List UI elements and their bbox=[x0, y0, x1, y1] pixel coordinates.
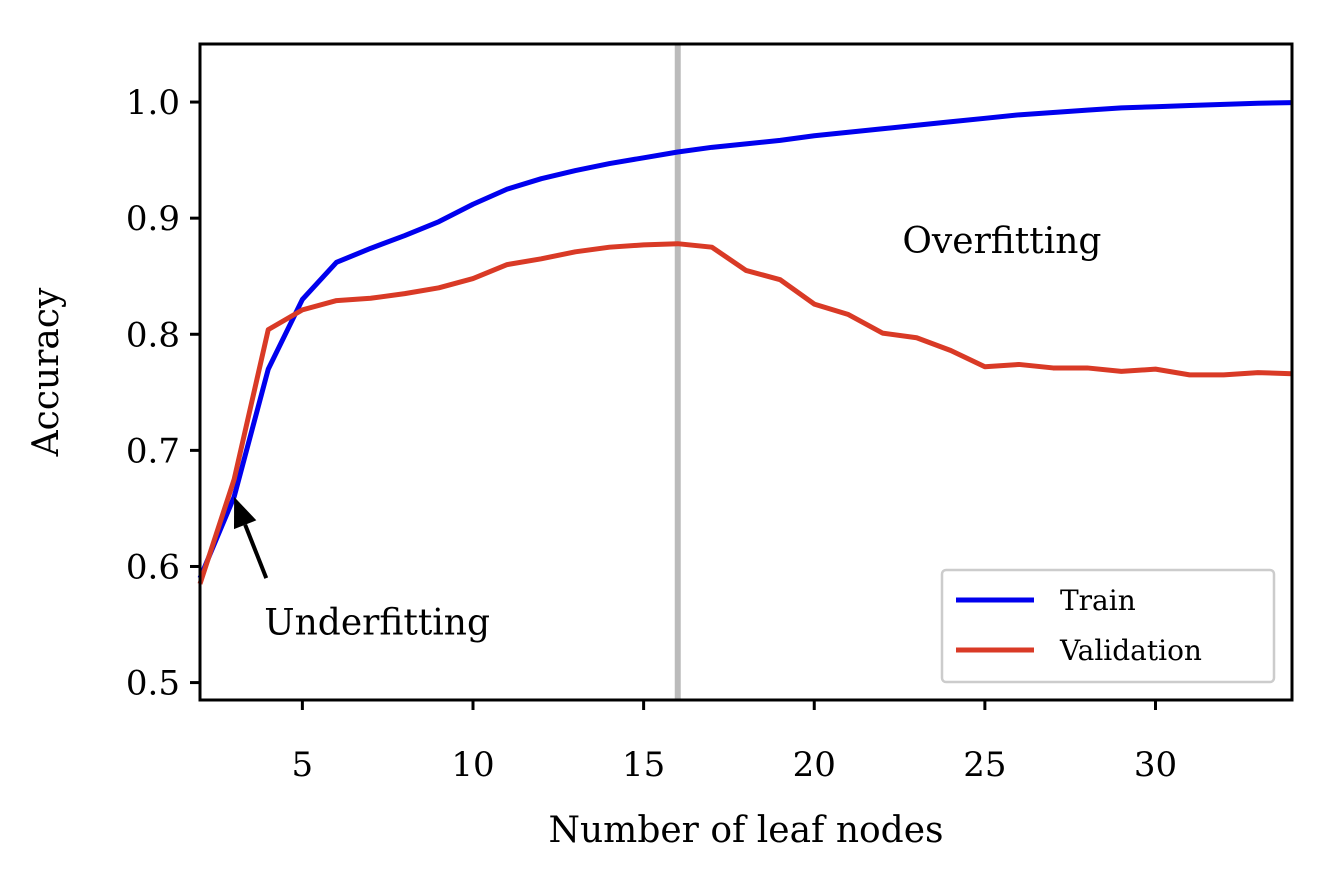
x-tick-label: 5 bbox=[292, 745, 314, 785]
x-axis-label: Number of leaf nodes bbox=[549, 810, 944, 851]
x-tick-label: 30 bbox=[1134, 745, 1177, 785]
y-tick-label: 0.6 bbox=[126, 547, 180, 587]
x-axis-ticks: 5 10 15 20 25 30 bbox=[292, 700, 1177, 785]
legend-label-validation: Validation bbox=[1059, 634, 1202, 667]
x-tick-label: 10 bbox=[451, 745, 494, 785]
x-tick-label: 15 bbox=[622, 745, 665, 785]
series-line-train bbox=[197, 100, 1293, 580]
legend: Train Validation bbox=[940, 568, 1276, 684]
y-tick-label: 0.5 bbox=[126, 664, 180, 704]
y-tick-label: 1.0 bbox=[126, 83, 180, 123]
y-axis-label: Accuracy bbox=[26, 287, 67, 457]
series-layer bbox=[197, 100, 1293, 585]
legend-label-train: Train bbox=[1060, 584, 1136, 617]
plot-frame bbox=[198, 42, 1294, 702]
y-tick-label: 0.7 bbox=[126, 431, 180, 471]
arrow-shaft bbox=[243, 523, 269, 579]
arrow-head bbox=[233, 496, 257, 530]
underfitting-annotation: Underfitting bbox=[264, 603, 490, 644]
x-tick-label: 20 bbox=[793, 745, 836, 785]
y-tick-label: 0.9 bbox=[126, 199, 180, 239]
y-tick-label: 0.8 bbox=[126, 315, 180, 355]
series-line-validation bbox=[197, 241, 1293, 585]
y-axis-ticks: 0.5 0.6 0.7 0.8 0.9 1.0 bbox=[126, 83, 200, 704]
underfitting-arrow bbox=[233, 496, 269, 579]
overfitting-annotation: Overfitting bbox=[902, 221, 1101, 262]
x-tick-label: 25 bbox=[963, 745, 1006, 785]
